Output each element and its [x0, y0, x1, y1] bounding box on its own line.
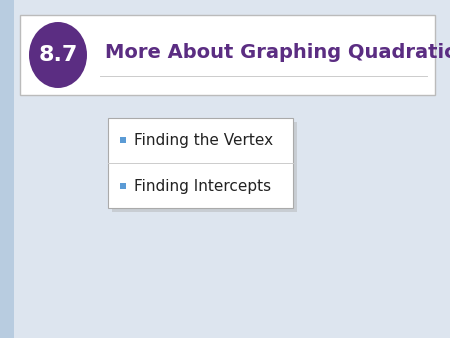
Text: Finding the Vertex: Finding the Vertex — [134, 132, 273, 147]
Text: 8.7: 8.7 — [38, 45, 78, 65]
Ellipse shape — [29, 22, 87, 88]
FancyBboxPatch shape — [20, 15, 435, 95]
Bar — [0, 0, 14, 338]
Bar — [120, 183, 126, 189]
Text: More About Graphing Quadratic Functions: More About Graphing Quadratic Functions — [105, 43, 450, 62]
Text: Finding Intercepts: Finding Intercepts — [134, 178, 271, 193]
Bar — [120, 137, 126, 143]
FancyBboxPatch shape — [112, 122, 297, 212]
FancyBboxPatch shape — [108, 118, 293, 208]
